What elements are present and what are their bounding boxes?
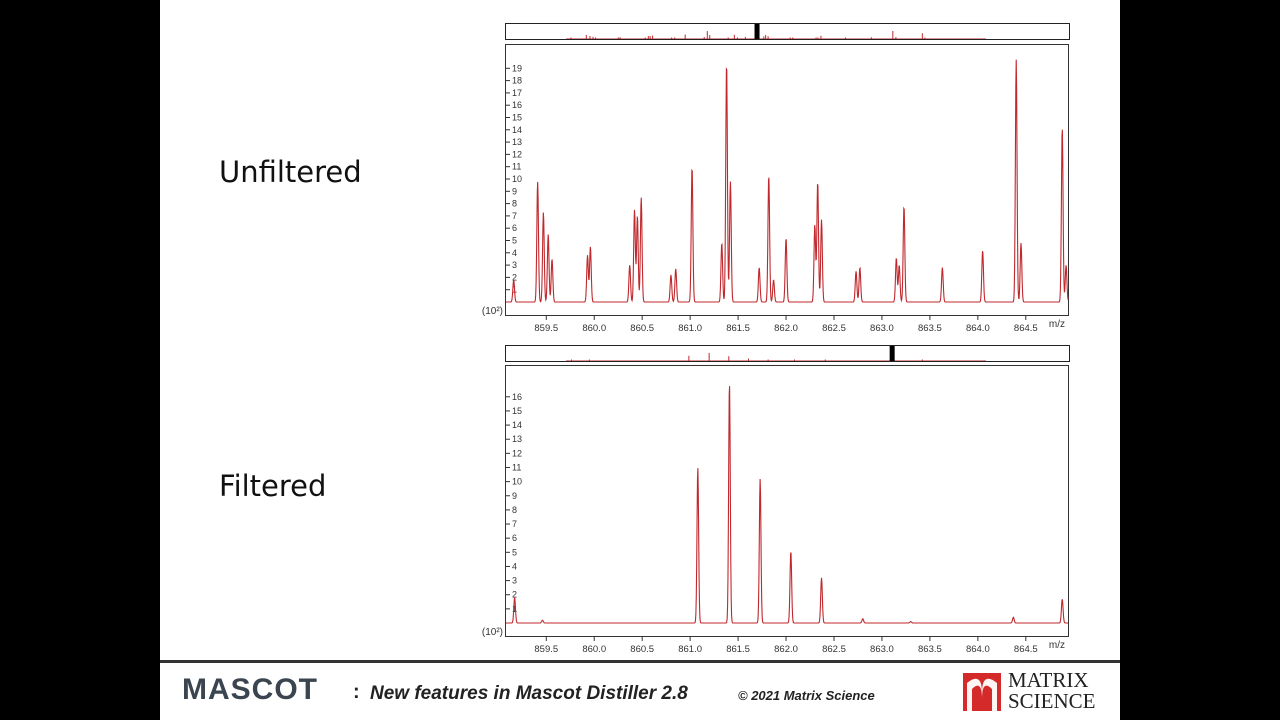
x-tick-label: 860.5 xyxy=(630,323,654,334)
y-tick-label: 2 xyxy=(512,590,517,600)
y-tick-label: 10 xyxy=(512,477,522,487)
overview-position-marker xyxy=(754,24,760,39)
x-tick-label: 861.0 xyxy=(678,644,702,655)
y-tick-label: 8 xyxy=(512,199,517,209)
x-tick-label: 859.5 xyxy=(534,323,558,334)
filtered-spectrum-chart[interactable]: 1 2 3 4 5 6 7 8 9 10 11 12 13 14 15 16 859.5 860.0 860.5 8… xyxy=(477,365,1070,655)
footer-colon: : xyxy=(353,681,360,703)
matrix-science-wordmark: MATRIX SCIENCE xyxy=(1008,670,1096,712)
y-tick-label: 4 xyxy=(512,248,517,258)
x-tick-label: 862.0 xyxy=(774,323,798,334)
logo-line-2: SCIENCE xyxy=(1008,689,1096,713)
footer: MASCOT : New features in Mascot Distille… xyxy=(160,663,1120,720)
x-tick-label: 863.5 xyxy=(918,644,942,655)
x-tick-label: 864.0 xyxy=(966,323,990,334)
unfiltered-overview-svg xyxy=(566,24,986,39)
y-tick-label: 9 xyxy=(512,491,517,501)
y-tick-label: 1 xyxy=(512,604,517,614)
x-tick-label: 861.5 xyxy=(726,323,750,334)
x-tick-group: 859.5 860.0 860.5 861.0 861.5 862.0 862.5 863.0… xyxy=(534,315,1038,334)
slide: Unfiltered Filtered 1 2 3 4 5 6 7 8 9 10 11 12 13 14 1… xyxy=(160,0,1120,720)
spectrum-trace xyxy=(506,386,1068,624)
matrix-science-logo-icon xyxy=(963,673,1001,711)
y-tick-label: 3 xyxy=(512,260,517,270)
y-tick-label: 7 xyxy=(512,211,517,221)
footer-copyright: © 2021 Matrix Science xyxy=(738,688,875,703)
y-tick-label: 6 xyxy=(512,533,517,543)
x-unit-label: m/z xyxy=(1049,319,1065,330)
y-tick-label: 6 xyxy=(512,223,517,233)
logo-line-1: MATRIX xyxy=(1008,668,1089,692)
x-tick-label: 863.5 xyxy=(918,323,942,334)
y-tick-label: 15 xyxy=(512,406,522,416)
y-tick-label: 15 xyxy=(512,113,522,123)
x-tick-label: 862.5 xyxy=(822,323,846,334)
filtered-label: Filtered xyxy=(219,469,327,503)
plot-frame xyxy=(505,365,1069,637)
mascot-brand: MASCOT xyxy=(182,673,318,706)
y-tick-label: 4 xyxy=(512,561,517,571)
overview-position-marker xyxy=(889,346,895,361)
y-tick-label: 17 xyxy=(512,88,522,98)
y-tick-label: 13 xyxy=(512,434,522,444)
y-tick-label: 9 xyxy=(512,186,517,196)
y-tick-label: 11 xyxy=(512,162,521,172)
x-tick-label: 862.0 xyxy=(774,644,798,655)
y-tick-label: 11 xyxy=(512,462,521,472)
spectrum-trace xyxy=(506,59,1069,303)
y-unit-label: (10²) xyxy=(482,306,503,317)
y-tick-label: 3 xyxy=(512,576,517,586)
x-tick-label: 862.5 xyxy=(822,644,846,655)
y-tick-label: 12 xyxy=(512,149,522,159)
y-tick-label: 7 xyxy=(512,519,517,529)
filtered-overview-svg xyxy=(566,346,986,361)
x-tick-label: 864.5 xyxy=(1014,644,1038,655)
x-unit-label: m/z xyxy=(1049,640,1065,651)
y-unit-label: (10²) xyxy=(482,627,503,638)
y-tick-label: 13 xyxy=(512,137,522,147)
filtered-overview-strip[interactable] xyxy=(505,345,1070,362)
y-tick-label: 12 xyxy=(512,448,522,458)
footer-title: New features in Mascot Distiller 2.8 xyxy=(370,683,688,704)
y-tick-label: 19 xyxy=(512,63,522,73)
footer-divider xyxy=(160,660,1120,663)
x-tick-label: 860.0 xyxy=(582,323,606,334)
x-tick-label: 863.0 xyxy=(870,644,894,655)
y-tick-label: 10 xyxy=(512,174,522,184)
y-tick-label: 2 xyxy=(512,272,517,282)
y-tick-label: 18 xyxy=(512,76,522,86)
x-tick-label: 861.0 xyxy=(678,323,702,334)
y-tick-label: 16 xyxy=(512,392,522,402)
x-tick-label: 864.0 xyxy=(966,644,990,655)
y-tick-label: 8 xyxy=(512,505,517,515)
x-tick-label: 861.5 xyxy=(726,644,750,655)
x-tick-label: 864.5 xyxy=(1014,323,1038,334)
x-tick-label: 860.5 xyxy=(630,644,654,655)
y-tick-label: 16 xyxy=(512,100,522,110)
y-tick-label: 14 xyxy=(512,125,522,135)
x-tick-group: 859.5 860.0 860.5 861.0 861.5 862.0 862.5 863.0… xyxy=(534,636,1038,655)
x-tick-label: 863.0 xyxy=(870,323,894,334)
unfiltered-overview-strip[interactable] xyxy=(505,23,1070,40)
y-tick-label: 5 xyxy=(512,236,517,246)
unfiltered-label: Unfiltered xyxy=(219,155,362,189)
x-tick-label: 860.0 xyxy=(582,644,606,655)
x-tick-label: 859.5 xyxy=(534,644,558,655)
unfiltered-spectrum-chart[interactable]: 1 2 3 4 5 6 7 8 9 10 11 12 13 14 15 16 17 18 19 859.5 860.0… xyxy=(477,44,1070,334)
y-tick-label: 5 xyxy=(512,547,517,557)
y-tick-label: 14 xyxy=(512,420,522,430)
